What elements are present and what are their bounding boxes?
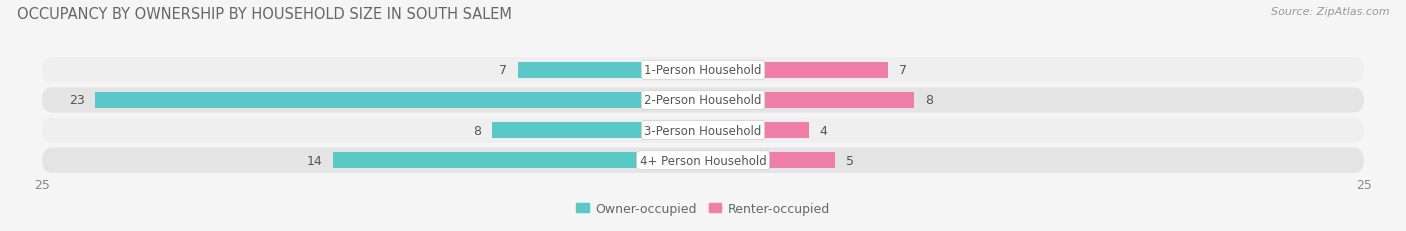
Text: 1-Person Household: 1-Person Household: [644, 64, 762, 77]
Legend: Owner-occupied, Renter-occupied: Owner-occupied, Renter-occupied: [571, 197, 835, 220]
Bar: [703, 93, 914, 108]
Bar: [703, 123, 808, 138]
FancyBboxPatch shape: [42, 58, 1364, 83]
Text: 7: 7: [898, 64, 907, 77]
Text: 8: 8: [925, 94, 934, 107]
Text: 3-Person Household: 3-Person Household: [644, 124, 762, 137]
Text: 14: 14: [307, 154, 322, 167]
Bar: [492, 123, 703, 138]
Text: 8: 8: [472, 124, 481, 137]
Bar: [703, 63, 889, 78]
Text: 2-Person Household: 2-Person Household: [644, 94, 762, 107]
Bar: [333, 153, 703, 168]
Text: 4: 4: [820, 124, 827, 137]
FancyBboxPatch shape: [42, 148, 1364, 173]
Text: 4+ Person Household: 4+ Person Household: [640, 154, 766, 167]
Text: OCCUPANCY BY OWNERSHIP BY HOUSEHOLD SIZE IN SOUTH SALEM: OCCUPANCY BY OWNERSHIP BY HOUSEHOLD SIZE…: [17, 7, 512, 22]
Bar: [703, 153, 835, 168]
Bar: [517, 63, 703, 78]
Text: 23: 23: [69, 94, 84, 107]
Text: 5: 5: [846, 154, 853, 167]
Text: Source: ZipAtlas.com: Source: ZipAtlas.com: [1271, 7, 1389, 17]
FancyBboxPatch shape: [42, 88, 1364, 113]
Text: 7: 7: [499, 64, 508, 77]
Bar: [96, 93, 703, 108]
FancyBboxPatch shape: [42, 118, 1364, 143]
